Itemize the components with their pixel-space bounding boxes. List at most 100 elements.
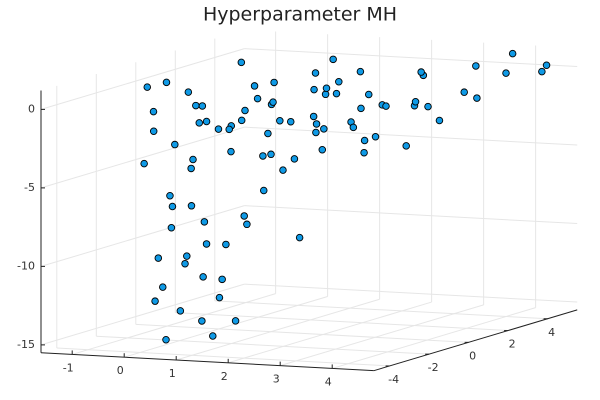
- grid-line: [244, 205, 578, 225]
- z-tick-label: -15: [17, 338, 35, 351]
- point: [538, 67, 546, 76]
- point: [225, 125, 233, 134]
- point: [318, 145, 327, 154]
- z-tick-label: -10: [17, 259, 35, 272]
- point: [290, 155, 299, 163]
- y-tick-label: 0: [469, 349, 476, 362]
- y-tick-label: 4: [548, 326, 555, 339]
- grid-line: [72, 293, 276, 355]
- point: [202, 117, 211, 126]
- point: [187, 164, 195, 173]
- point: [237, 116, 246, 125]
- point: [365, 90, 373, 99]
- point: [360, 148, 368, 157]
- grid-line: [176, 298, 380, 361]
- grid-line: [96, 335, 430, 355]
- point: [270, 78, 278, 87]
- point: [140, 159, 148, 168]
- grid-line: [40, 48, 245, 110]
- point: [151, 297, 159, 305]
- point: [199, 273, 207, 281]
- grid-line: [244, 48, 578, 68]
- grid-line: [244, 283, 578, 303]
- point: [402, 142, 410, 150]
- point: [149, 107, 158, 116]
- point: [183, 252, 191, 260]
- point: [473, 94, 481, 102]
- point: [382, 102, 390, 110]
- x-tick-label: -1: [63, 361, 74, 374]
- y-tick-label: -2: [428, 361, 439, 374]
- point: [231, 317, 240, 325]
- point: [168, 202, 177, 211]
- point: [542, 61, 551, 69]
- y-tick-label: 2: [509, 338, 516, 351]
- point: [260, 186, 268, 195]
- point: [198, 102, 207, 110]
- point: [279, 166, 287, 174]
- grid-line: [332, 307, 536, 369]
- point: [143, 83, 151, 91]
- point: [264, 129, 272, 138]
- grid-line: [40, 205, 245, 267]
- point: [371, 132, 380, 141]
- point: [198, 317, 206, 325]
- x-tick-label: 1: [169, 367, 176, 380]
- point: [508, 49, 517, 58]
- grid-line: [175, 312, 509, 332]
- point: [287, 117, 295, 126]
- grid-line: [244, 126, 578, 146]
- point: [184, 88, 193, 96]
- point: [267, 150, 275, 159]
- point: [200, 218, 209, 226]
- point: [192, 101, 200, 110]
- point: [435, 116, 444, 125]
- point: [159, 283, 167, 291]
- grid-line: [40, 283, 245, 346]
- point: [269, 98, 277, 106]
- point: [310, 85, 318, 94]
- point: [502, 69, 510, 77]
- point: [312, 128, 320, 137]
- x-tick-label: 0: [117, 364, 124, 377]
- point: [176, 307, 185, 315]
- point: [411, 97, 420, 106]
- grid-line: [124, 295, 328, 358]
- x-axis: [40, 352, 374, 372]
- point: [227, 147, 235, 156]
- point: [171, 140, 179, 149]
- grid-line: [228, 301, 432, 364]
- point: [214, 125, 223, 133]
- point: [320, 125, 328, 133]
- point: [332, 89, 341, 98]
- point: [162, 336, 170, 344]
- point: [311, 69, 320, 77]
- point: [154, 254, 163, 262]
- point: [181, 259, 189, 268]
- point: [309, 112, 318, 121]
- point: [209, 332, 217, 340]
- point: [215, 293, 224, 302]
- x-tick-label: 4: [325, 375, 332, 388]
- point: [356, 67, 365, 76]
- point: [187, 202, 196, 210]
- point: [460, 88, 468, 96]
- chart-title: Hyperparameter MH: [203, 4, 397, 26]
- z-tick-label: 0: [28, 102, 35, 115]
- point: [195, 119, 203, 127]
- point: [295, 233, 304, 242]
- point: [253, 94, 262, 103]
- grid-line: [135, 323, 469, 343]
- point: [322, 84, 331, 93]
- point: [162, 78, 171, 87]
- point: [222, 240, 230, 249]
- z-tick-label: -5: [24, 181, 35, 194]
- point: [424, 102, 432, 111]
- point: [321, 90, 330, 99]
- point: [259, 152, 267, 160]
- point: [276, 117, 284, 125]
- point: [243, 220, 251, 229]
- point: [335, 77, 343, 86]
- point: [166, 191, 174, 200]
